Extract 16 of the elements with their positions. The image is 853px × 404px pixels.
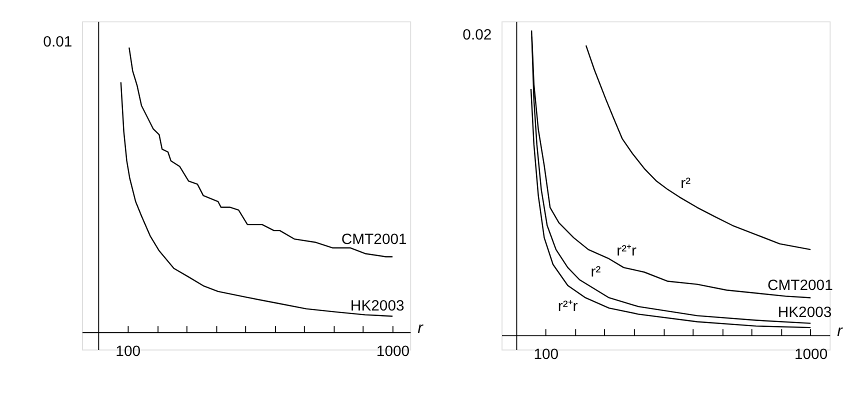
annotation: r² (680, 176, 691, 192)
x-axis-title: r (418, 320, 424, 338)
annotation: r² (590, 264, 601, 281)
x-tick-label: 100 (534, 346, 559, 363)
x-tick-label: 100 (116, 344, 141, 360)
x-axis-title: r (837, 323, 844, 340)
text: 0.01 (43, 34, 72, 50)
annotation: CMT2001 (767, 278, 833, 294)
annotation: CMT2001 (341, 232, 407, 248)
x-tick-label: 1000 (376, 344, 410, 360)
x-tick-label: 1000 (794, 346, 828, 363)
annotation: HK2003 (350, 298, 404, 315)
annotation: r²⁺r (616, 244, 637, 260)
text: 0.02 (462, 27, 492, 44)
annotation: r²⁺r (558, 299, 578, 316)
annotation: HK2003 (778, 305, 832, 322)
